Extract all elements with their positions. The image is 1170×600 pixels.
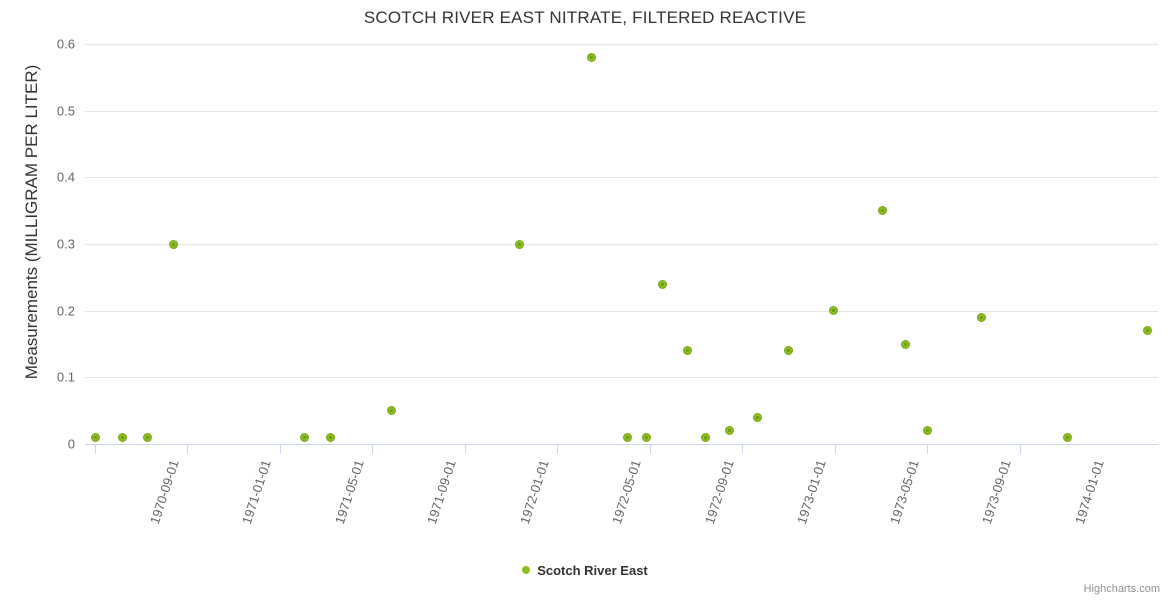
x-axis-tick-mark bbox=[1019, 445, 1021, 454]
scatter-point[interactable] bbox=[752, 412, 762, 422]
legend-item-scotch-river-east[interactable]: Scotch River East bbox=[522, 562, 648, 578]
x-axis-tick-label: 1973-05-01 bbox=[886, 458, 922, 526]
scatter-point[interactable] bbox=[901, 339, 911, 349]
x-axis-tick-label: 1972-09-01 bbox=[701, 458, 737, 526]
scatter-point[interactable] bbox=[299, 432, 309, 442]
scatter-point[interactable] bbox=[641, 432, 651, 442]
x-axis-line bbox=[85, 444, 1158, 445]
x-axis-tick-mark bbox=[927, 445, 929, 454]
scatter-point[interactable] bbox=[682, 346, 692, 356]
scatter-point[interactable] bbox=[724, 426, 734, 436]
x-axis-tick-label: 1973-09-01 bbox=[979, 458, 1014, 526]
scatter-point[interactable] bbox=[90, 432, 100, 442]
legend-item-label: Scotch River East bbox=[537, 563, 648, 579]
x-axis-tick-label: 1972-01-01 bbox=[516, 458, 552, 526]
y-axis-tick-label: 0.1 bbox=[56, 369, 75, 385]
scatter-point[interactable] bbox=[325, 432, 335, 442]
x-axis-tick-mark bbox=[95, 445, 97, 454]
x-axis-tick-label: 1970-09-01 bbox=[147, 458, 182, 526]
x-axis-tick-mark bbox=[279, 445, 281, 454]
scatter-point[interactable] bbox=[1143, 326, 1153, 336]
scatter-point[interactable] bbox=[386, 406, 396, 416]
scatter-point[interactable] bbox=[143, 432, 153, 442]
x-axis-tick-label: 1972-05-01 bbox=[609, 458, 645, 526]
y-axis-tick-label: 0.6 bbox=[56, 36, 75, 52]
chart-title: SCOTCH RIVER EAST NITRATE, FILTERED REAC… bbox=[363, 8, 807, 27]
x-axis-tick-mark bbox=[649, 445, 651, 454]
gridline bbox=[85, 177, 1158, 179]
x-axis-tick-mark bbox=[187, 445, 189, 454]
scatter-point[interactable] bbox=[657, 279, 667, 289]
y-axis-tick-label: 0 bbox=[67, 436, 75, 452]
scatter-point[interactable] bbox=[587, 52, 597, 62]
plot-area bbox=[85, 44, 1158, 444]
x-axis-tick-mark bbox=[372, 445, 374, 454]
x-axis-tick-mark bbox=[557, 445, 559, 454]
scatter-point[interactable] bbox=[784, 346, 794, 356]
scatter-point[interactable] bbox=[829, 306, 839, 316]
chart-legend: Scotch River East bbox=[0, 562, 1170, 578]
scatter-point[interactable] bbox=[622, 432, 632, 442]
x-axis-tick-label: 1973-01-01 bbox=[794, 458, 830, 526]
gridline bbox=[85, 310, 1158, 312]
scatter-point[interactable] bbox=[1063, 432, 1073, 442]
y-axis-tick-label: 0.3 bbox=[56, 236, 75, 252]
scatter-point[interactable] bbox=[169, 239, 179, 249]
gridline bbox=[85, 110, 1158, 112]
y-axis-tick-label: 0.5 bbox=[56, 103, 75, 119]
scatter-point[interactable] bbox=[878, 206, 888, 216]
scatter-point[interactable] bbox=[700, 432, 710, 442]
credits-link[interactable]: Highcharts.com bbox=[1083, 583, 1160, 595]
legend-marker-icon bbox=[522, 565, 531, 574]
scatter-point[interactable] bbox=[514, 239, 524, 249]
gridline bbox=[85, 44, 1158, 45]
x-axis-tick-mark bbox=[464, 445, 466, 454]
x-axis-tick-label: 1971-09-01 bbox=[424, 458, 459, 526]
y-axis-tick-labels: 0 0.1 0.2 0.3 0.4 0.5 0.6 bbox=[10, 0, 75, 600]
scatter-point[interactable] bbox=[977, 312, 987, 322]
scatter-point[interactable] bbox=[117, 432, 127, 442]
x-axis-tick-label: 1974-01-01 bbox=[1071, 458, 1107, 526]
scatter-point[interactable] bbox=[923, 426, 933, 436]
x-axis-tick-label: 1971-05-01 bbox=[331, 458, 367, 526]
y-axis-tick-label: 0.2 bbox=[56, 303, 75, 319]
gridline bbox=[85, 377, 1158, 379]
x-axis-tick-label: 1971-01-01 bbox=[239, 458, 275, 526]
x-axis-tick-mark bbox=[834, 445, 836, 454]
y-axis-tick-label: 0.4 bbox=[56, 169, 75, 185]
gridline bbox=[85, 244, 1158, 245]
x-axis-tick-mark bbox=[742, 445, 744, 454]
